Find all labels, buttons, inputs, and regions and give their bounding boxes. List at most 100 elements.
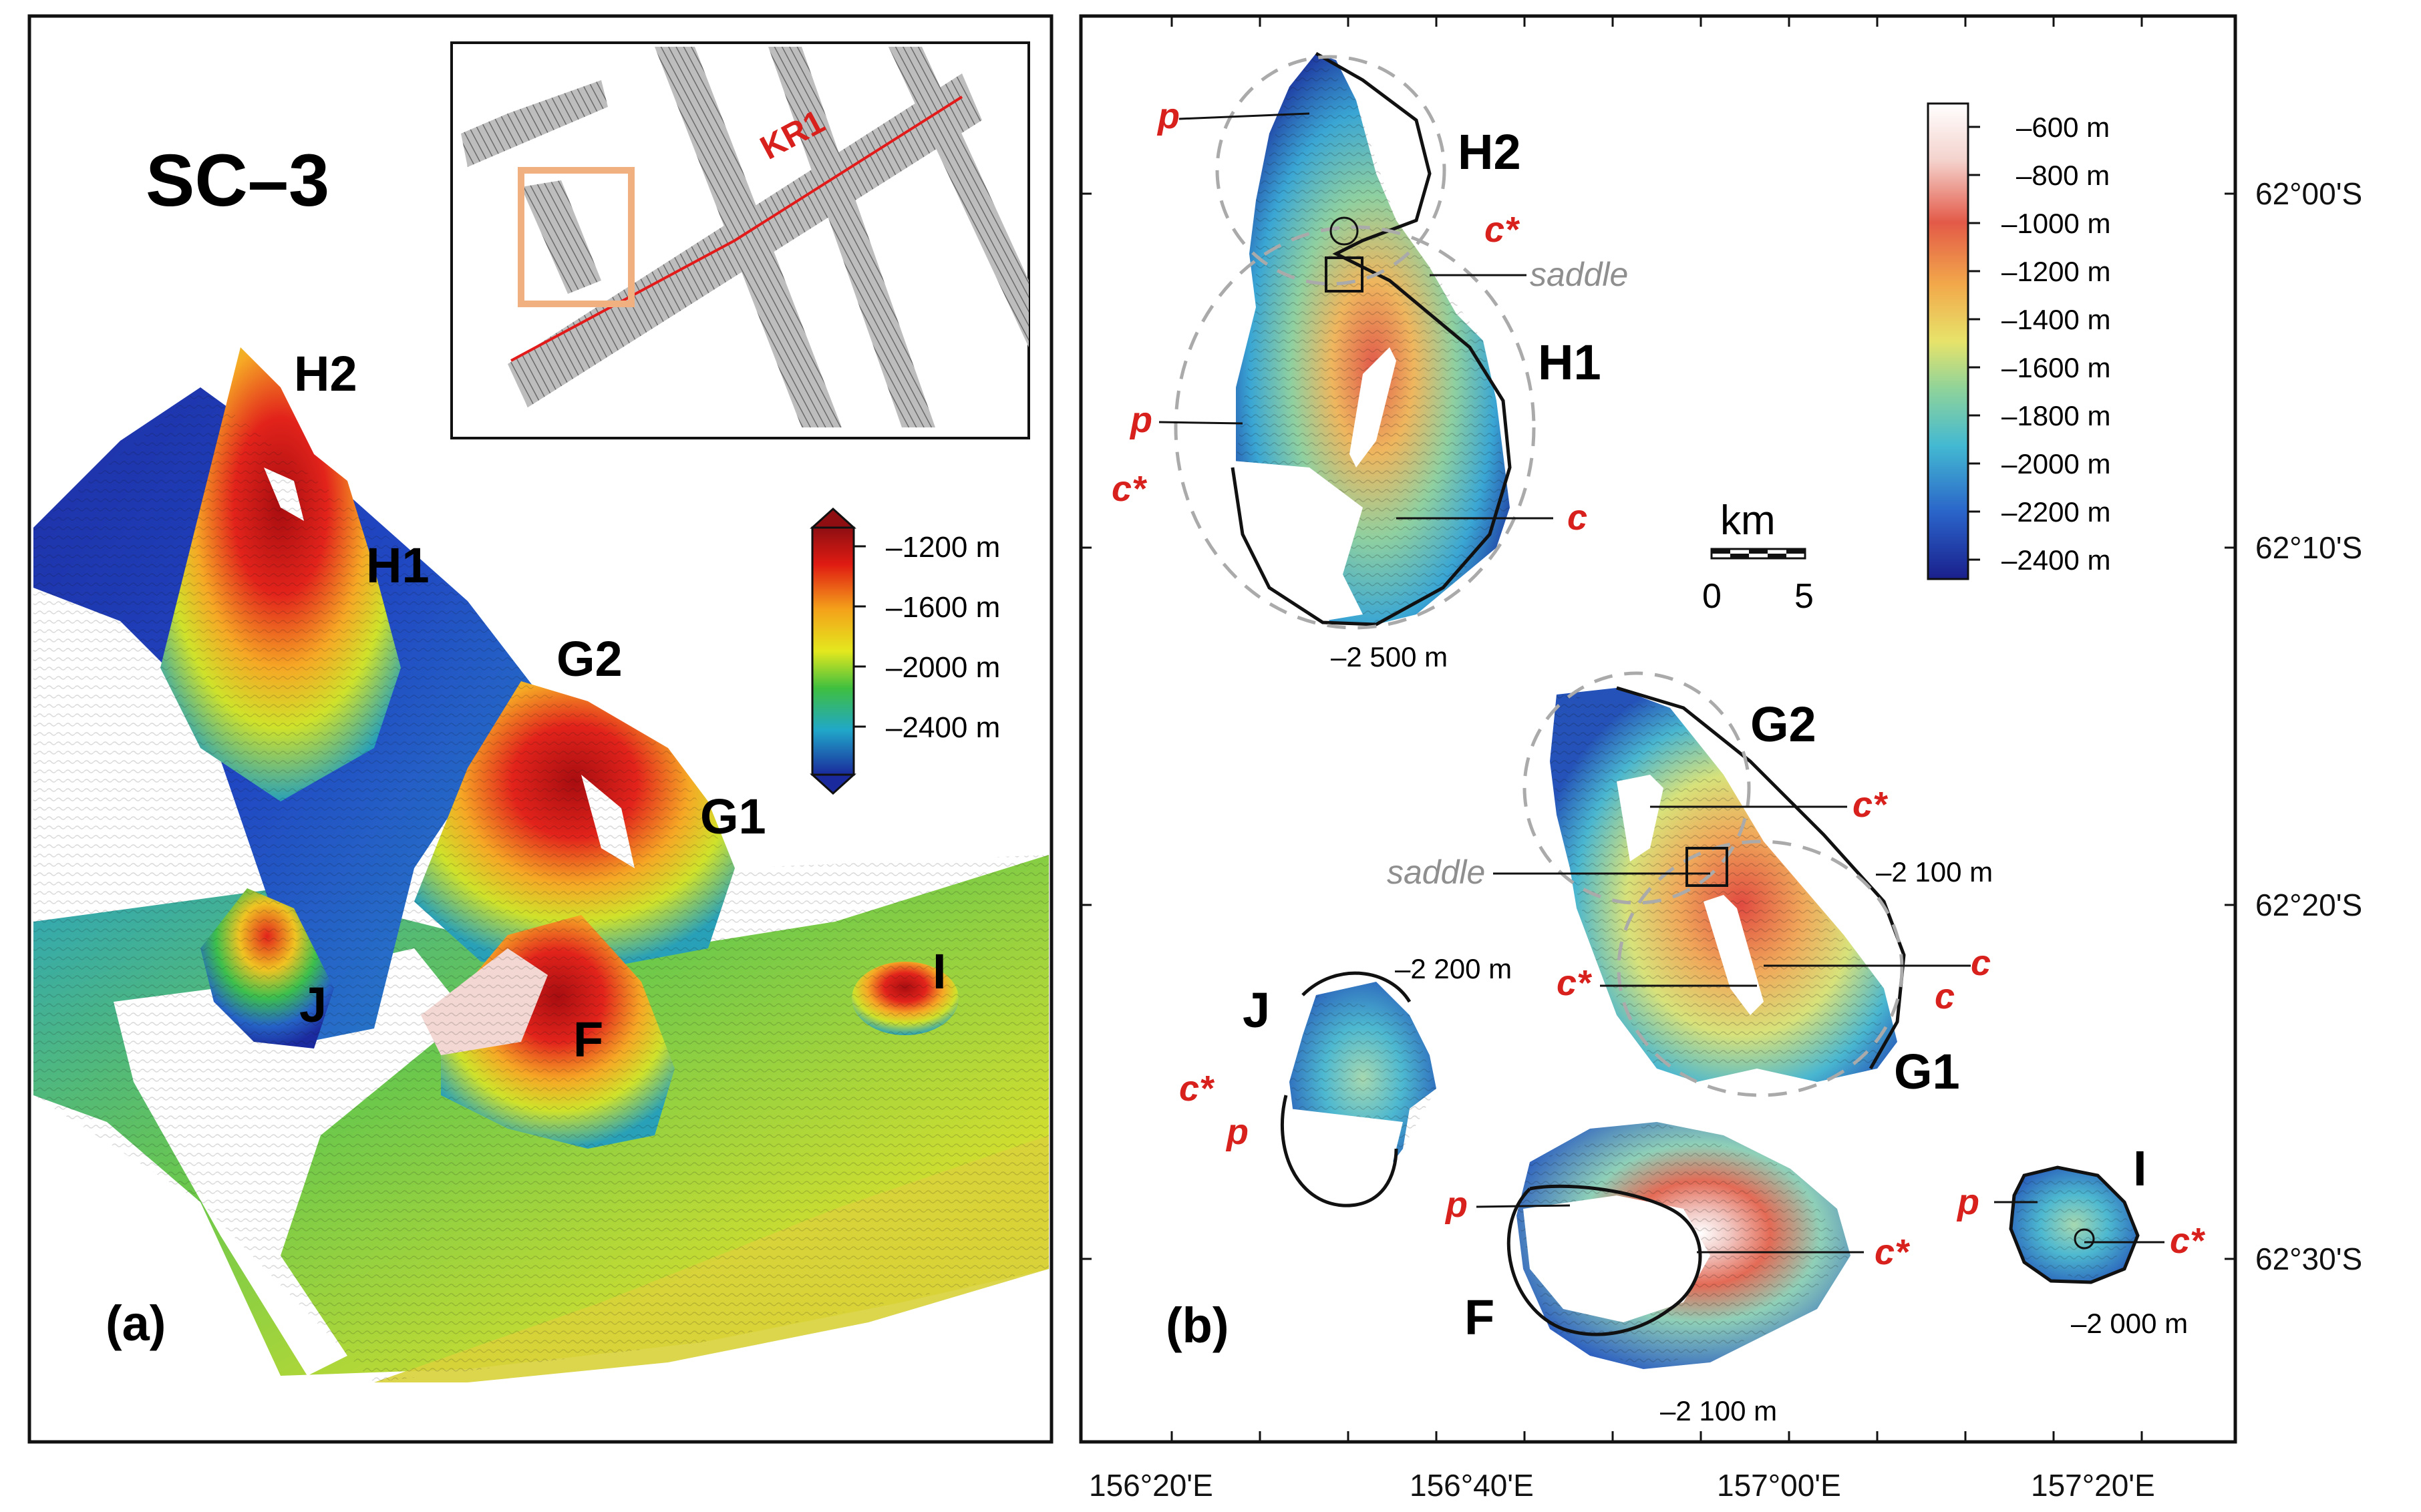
map-f-gap <box>1523 1195 1710 1322</box>
label-a-g1: G1 <box>700 789 766 844</box>
colorbar-b-tick: –2400 m <box>2001 544 2110 576</box>
colorbar-b-tick: –800 m <box>2016 160 2110 191</box>
terrain-texture <box>33 387 1049 1382</box>
marker-cstar-j: c* <box>1179 1069 1215 1109</box>
colorbar-b-tick: –1600 m <box>2001 352 2110 383</box>
map-j-gap <box>1283 1109 1403 1195</box>
panel-b-letter: (b) <box>1166 1298 1229 1353</box>
map-g-outline <box>1616 686 1906 1070</box>
inset-study-box <box>518 167 635 307</box>
marker-p-h2: p <box>1156 96 1180 136</box>
inset-swath-2 <box>768 47 935 427</box>
marker-p-i: p <box>1956 1182 1979 1222</box>
label-b-j: J <box>1243 982 1270 1038</box>
scale-bar-unit: km <box>1720 498 1776 544</box>
lon-tick-label: 156°40'E <box>1410 1468 1534 1503</box>
colorbar-b-tick: –600 m <box>2016 112 2110 143</box>
map-g1-dashed-circle <box>1617 839 1904 1097</box>
marker-cstar-h2: c* <box>1484 210 1520 250</box>
map-h-saddle-box <box>1325 256 1363 293</box>
colorbar-b-tick: –2000 m <box>2001 448 2110 480</box>
marker-cstar-g2: c* <box>1852 785 1889 825</box>
marker-cstar-g1: c* <box>1557 963 1593 1003</box>
scale-bar-tick: 5 <box>1794 577 1814 616</box>
leader-lines <box>1158 112 2164 1254</box>
marker-p-h1: p <box>1129 400 1152 440</box>
panel-a-title: SC–3 <box>146 140 329 222</box>
marker-cstar-h1: c* <box>1112 469 1148 509</box>
map-h <box>1174 51 1536 630</box>
lat-tick-label: 62°10'S <box>2255 530 2362 565</box>
label-b-g1: G1 <box>1894 1044 1960 1099</box>
colorbar-a-tick: –2000 m <box>886 651 1000 684</box>
colorbar-a-tick: –1600 m <box>886 591 1000 624</box>
panel-a: KR1 SC–3 H2 H1 G2 G1 J F I –1200 m –1600… <box>27 14 1054 1444</box>
marker-c-g1-right: c <box>1971 943 1991 983</box>
label-b-f: F <box>1464 1290 1494 1345</box>
colorbar-a-tick: –1200 m <box>886 531 1000 564</box>
lat-tick-label: 62°20'S <box>2255 888 2362 922</box>
marker-c-g1: c <box>1935 976 1955 1016</box>
depth-label-g: –2 100 m <box>1876 856 1993 888</box>
lat-tick-label: 62°00'S <box>2255 176 2362 211</box>
colorbar-a: –1200 m –1600 m –2000 m –2400 m <box>810 507 1000 795</box>
saddle-label-g: saddle <box>1387 854 1485 891</box>
depth-label-h1: –2 500 m <box>1331 641 1448 673</box>
inset-swath-4 <box>461 80 608 167</box>
map-h2-dashed-circle <box>1215 55 1446 286</box>
map-h-summit-circle <box>1329 216 1359 246</box>
colorbar-a-tick: –2400 m <box>886 711 1000 744</box>
marker-c-h1: c <box>1567 498 1587 538</box>
label-b-h1: H1 <box>1538 335 1601 390</box>
inset-map: KR1 <box>450 41 1030 439</box>
colorbar-b: –600 m –800 m –1000 m –1200 m –1400 m –1… <box>1927 102 2110 580</box>
frame-ticks <box>1081 16 2235 1442</box>
inset-swath-1 <box>655 47 842 427</box>
map-h-outline <box>1231 51 1512 626</box>
marker-p-j: p <box>1225 1112 1249 1152</box>
inset-swath-5 <box>521 180 601 294</box>
label-a-f: F <box>573 1012 603 1067</box>
colorbar-b-tick: –1200 m <box>2001 256 2110 287</box>
colorbar-b-tick: –2200 m <box>2001 496 2110 528</box>
panel-a-letter: (a) <box>106 1296 166 1351</box>
lon-tick-label: 157°00'E <box>1717 1468 1841 1503</box>
colorbar-a-bar <box>811 526 855 776</box>
depth-label-i: –2 000 m <box>2071 1308 2188 1339</box>
map-h-white-scar <box>1349 347 1396 467</box>
saddle-label-h: saddle <box>1530 256 1628 293</box>
scale-bar: km 0 5 <box>1702 498 1814 616</box>
label-b-g2: G2 <box>1750 697 1816 752</box>
label-a-j: J <box>299 977 327 1032</box>
map-j <box>1280 971 1436 1207</box>
inset-track <box>510 96 963 362</box>
marker-cstar-f: c* <box>1875 1232 1911 1272</box>
lon-tick-label: 156°20'E <box>1089 1468 1213 1503</box>
map-g-white-scar-1 <box>1617 775 1663 862</box>
label-b-i: I <box>2133 1141 2147 1196</box>
colorbar-b-tick: –1000 m <box>2001 208 2110 239</box>
depth-label-f: –2 100 m <box>1660 1395 1777 1427</box>
colorbar-a-bottom-cap <box>810 773 856 795</box>
depth-label-j: –2 200 m <box>1395 953 1512 984</box>
map-g <box>1522 671 1906 1097</box>
label-a-h1: H1 <box>366 538 430 593</box>
lon-tick-label: 157°20'E <box>2031 1468 2155 1503</box>
label-a-i: I <box>933 944 947 999</box>
map-i-summit <box>2074 1228 2095 1250</box>
colorbar-a-top-cap <box>810 507 856 529</box>
label-b-h2: H2 <box>1458 124 1521 180</box>
marker-p-f: p <box>1444 1185 1468 1225</box>
map-h1-dashed-circle <box>1174 225 1536 630</box>
marker-cstar-i: c* <box>2170 1221 2206 1261</box>
map-g-saddle-box <box>1685 847 1728 887</box>
map-f-outline <box>1506 1184 1702 1336</box>
map-f <box>1506 1122 1850 1369</box>
map-i-outline <box>2009 1165 2140 1284</box>
colorbar-b-tick: –1800 m <box>2001 400 2110 431</box>
label-a-g2: G2 <box>556 631 623 687</box>
panel-b: H2 H1 G2 G1 J F I p c* p c* c c* c* c c … <box>1079 14 2362 1503</box>
scale-bar-tick: 0 <box>1702 577 1722 616</box>
map-g2-dashed-circle <box>1522 671 1751 905</box>
